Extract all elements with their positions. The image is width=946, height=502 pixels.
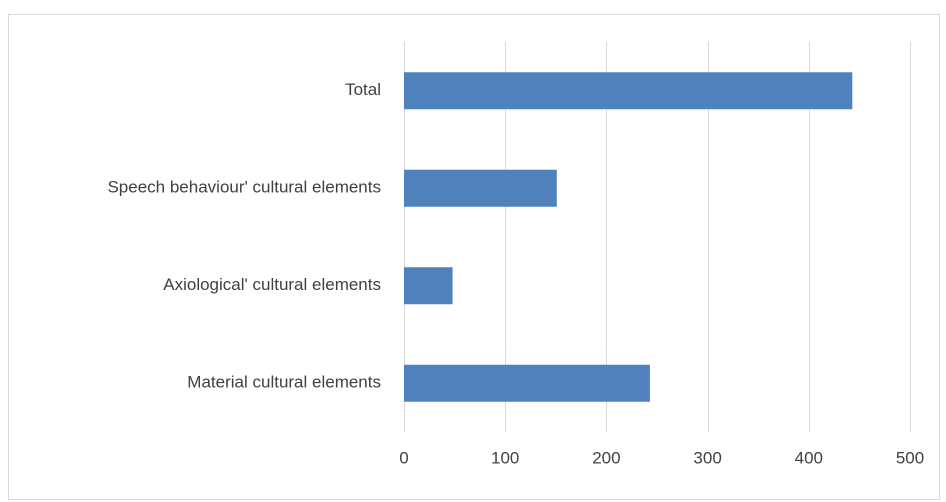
bar	[404, 364, 650, 402]
x-tick-label: 300	[693, 448, 721, 467]
category-label: Speech behaviour' cultural elements	[107, 178, 381, 197]
x-tick-label: 500	[896, 448, 924, 467]
bars	[404, 72, 853, 402]
bar	[404, 267, 453, 305]
x-tick-labels: 0 100 200 300 400 500	[399, 448, 924, 467]
x-tick-label: 200	[592, 448, 620, 467]
category-label: Material cultural elements	[187, 373, 381, 392]
bar	[404, 72, 853, 110]
category-labels: Total Speech behaviour' cultural elements…	[107, 80, 381, 392]
x-tick-label: 0	[399, 448, 408, 467]
category-label: Total	[345, 80, 381, 99]
bar	[404, 169, 557, 207]
x-tick-label: 400	[795, 448, 823, 467]
x-tick-label: 100	[491, 448, 519, 467]
category-label: Axiological' cultural elements	[163, 275, 381, 294]
